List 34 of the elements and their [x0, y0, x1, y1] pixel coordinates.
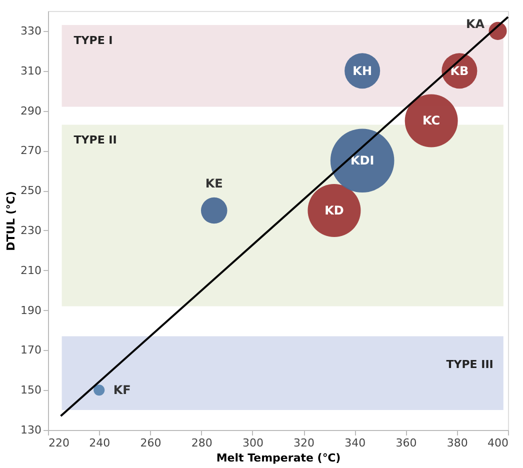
series-label: KF	[113, 383, 131, 398]
x-axis-title: Melt Temperate (℃)	[216, 452, 341, 464]
series-label: KB	[450, 64, 469, 78]
y-tick-label: 270	[20, 144, 42, 158]
y-tick-label: 210	[20, 264, 42, 277]
x-tick-label: 360	[396, 436, 417, 450]
y-tick-label: 170	[20, 344, 42, 357]
x-tick-label: 280	[191, 436, 212, 450]
band-label: TYPE III	[446, 358, 494, 372]
y-tick-label: 330	[20, 24, 42, 38]
x-tick-label: 240	[89, 436, 110, 450]
x-tick-label: 400	[488, 436, 508, 450]
y-tick-label: 230	[20, 224, 42, 237]
y-axis-title: DTUL (℃)	[4, 191, 18, 251]
y-tick-label: 190	[20, 304, 42, 317]
y-tick-label: 130	[20, 424, 42, 436]
x-tick-label: 340	[344, 436, 366, 450]
x-tick-label: 260	[140, 436, 162, 450]
y-tick-label: 150	[20, 384, 42, 397]
series-label: KE	[205, 176, 223, 191]
x-tick-label: 380	[446, 436, 468, 450]
y-tick-label: 250	[20, 184, 42, 198]
x-tick-label: 300	[242, 436, 264, 450]
x-tick-label: 220	[48, 436, 70, 450]
series-label: KA	[466, 16, 486, 31]
x-tick-label: 320	[294, 436, 315, 450]
y-tick-label: 310	[20, 64, 42, 78]
series-label: KH	[352, 64, 372, 78]
band-label: TYPE II	[74, 134, 117, 147]
y-tick-label: 290	[20, 104, 42, 118]
series-label: KD	[324, 204, 344, 218]
series-label: KDI	[350, 154, 374, 168]
series-label: KC	[422, 114, 440, 128]
band-label: TYPE I	[74, 34, 113, 47]
